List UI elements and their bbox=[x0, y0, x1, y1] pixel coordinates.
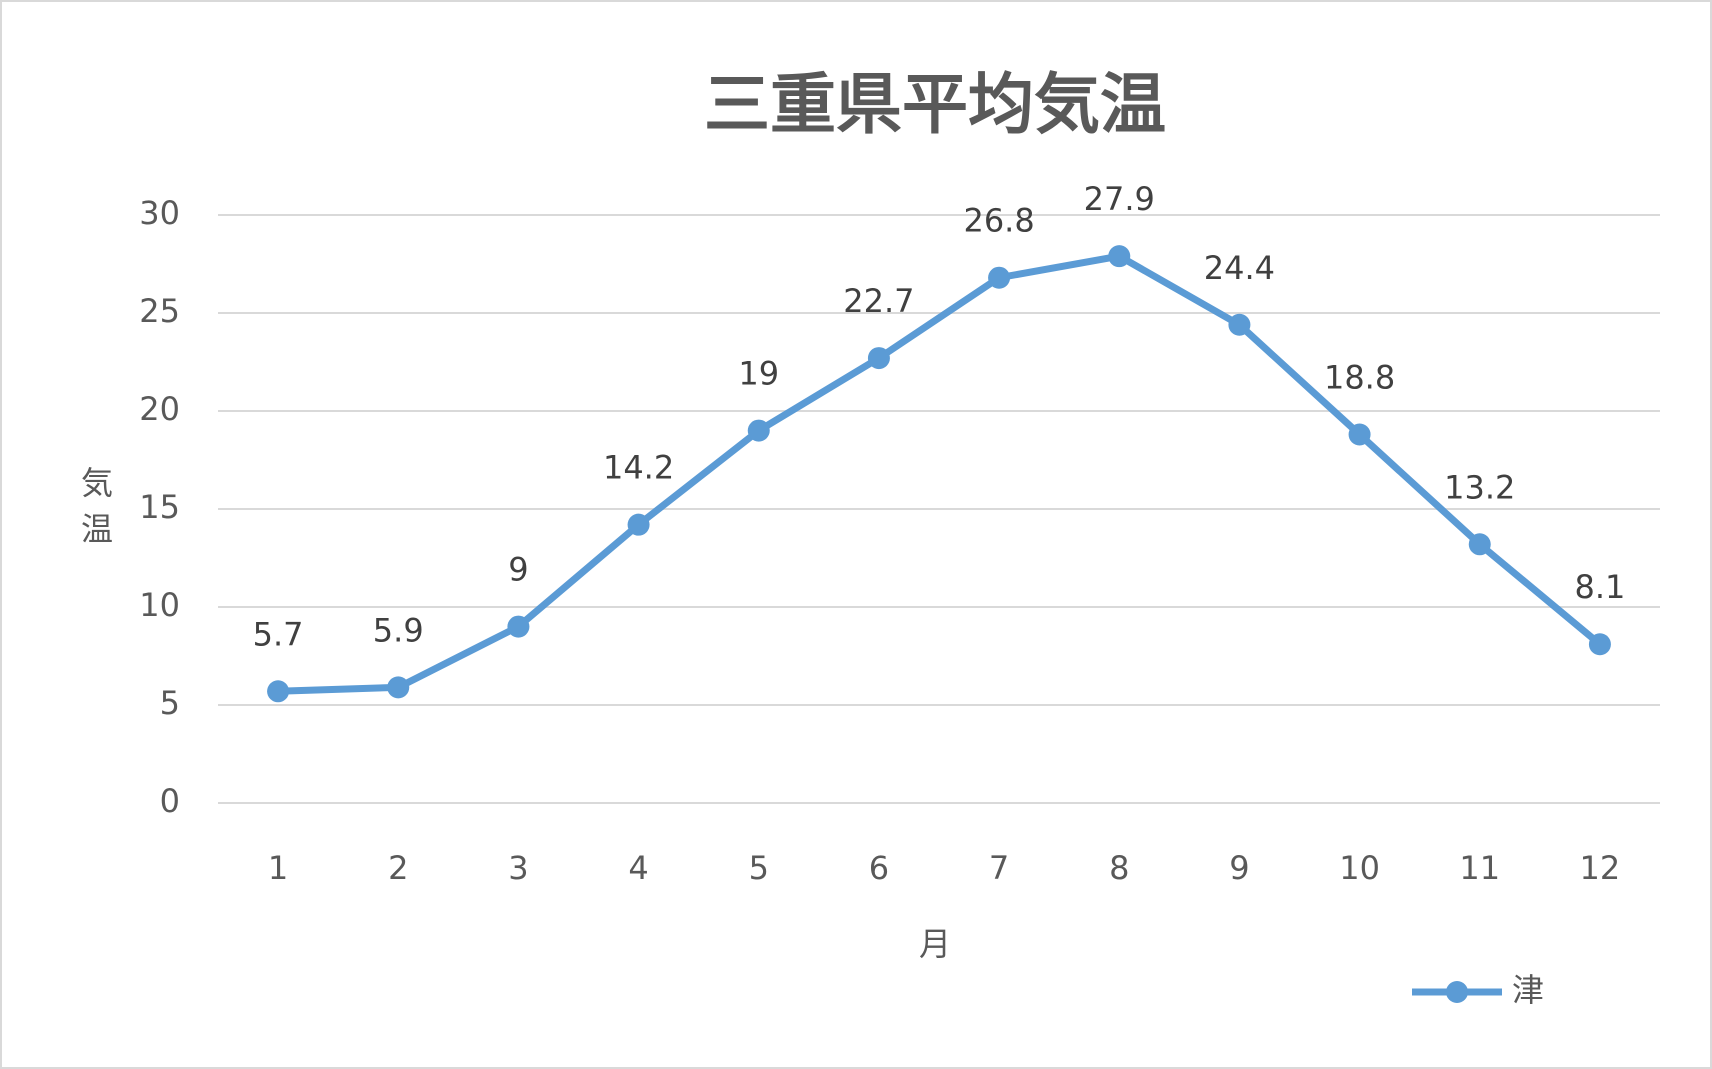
x-tick-label: 3 bbox=[508, 849, 528, 887]
y-tick-label: 25 bbox=[139, 292, 180, 330]
data-point bbox=[387, 676, 410, 699]
data-label: 5.9 bbox=[373, 611, 424, 649]
y-tick-label: 30 bbox=[139, 194, 180, 232]
data-label: 24.4 bbox=[1204, 249, 1275, 287]
x-tick-label: 2 bbox=[388, 849, 408, 887]
legend-marker bbox=[1446, 981, 1468, 1003]
data-label: 26.8 bbox=[963, 202, 1034, 240]
legend-label: 津 bbox=[1512, 971, 1544, 1009]
x-tick-label: 5 bbox=[749, 849, 769, 887]
x-tick-label: 11 bbox=[1459, 849, 1500, 887]
x-tick-label: 10 bbox=[1339, 849, 1380, 887]
x-tick-label: 8 bbox=[1109, 849, 1129, 887]
x-tick-label: 1 bbox=[268, 849, 288, 887]
data-point bbox=[507, 615, 530, 638]
x-tick-label: 6 bbox=[869, 849, 889, 887]
x-axis-label: 月 bbox=[919, 925, 951, 963]
y-tick-label: 15 bbox=[139, 488, 180, 526]
data-label: 14.2 bbox=[603, 449, 674, 487]
y-tick-label: 0 bbox=[160, 782, 180, 820]
data-point bbox=[1108, 245, 1131, 268]
data-point bbox=[1588, 633, 1611, 656]
chart-title: 三重県平均気温 bbox=[704, 66, 1166, 143]
data-label: 19 bbox=[738, 355, 779, 393]
data-label: 9 bbox=[508, 551, 528, 589]
data-label: 27.9 bbox=[1084, 180, 1155, 218]
data-label: 8.1 bbox=[1574, 568, 1625, 606]
x-tick-label: 9 bbox=[1229, 849, 1249, 887]
data-point bbox=[627, 513, 650, 536]
data-point bbox=[867, 347, 890, 370]
data-point bbox=[1348, 423, 1371, 446]
y-axis-label: 気温 bbox=[76, 466, 114, 558]
data-label: 18.8 bbox=[1324, 359, 1395, 397]
x-tick-label: 7 bbox=[989, 849, 1009, 887]
data-label: 13.2 bbox=[1444, 468, 1515, 506]
series-line bbox=[277, 252, 1603, 695]
y-tick-label: 5 bbox=[160, 684, 180, 722]
x-tick-label: 4 bbox=[628, 849, 648, 887]
x-tick-label: 12 bbox=[1580, 849, 1621, 887]
data-point bbox=[267, 680, 290, 703]
y-tick-label: 20 bbox=[139, 390, 180, 428]
data-point bbox=[747, 419, 770, 442]
data-point bbox=[1468, 533, 1491, 556]
data-point bbox=[1228, 313, 1251, 336]
data-point bbox=[988, 266, 1011, 289]
y-tick-label: 10 bbox=[139, 586, 180, 624]
data-label: 5.7 bbox=[253, 615, 304, 653]
data-label: 22.7 bbox=[843, 282, 914, 320]
